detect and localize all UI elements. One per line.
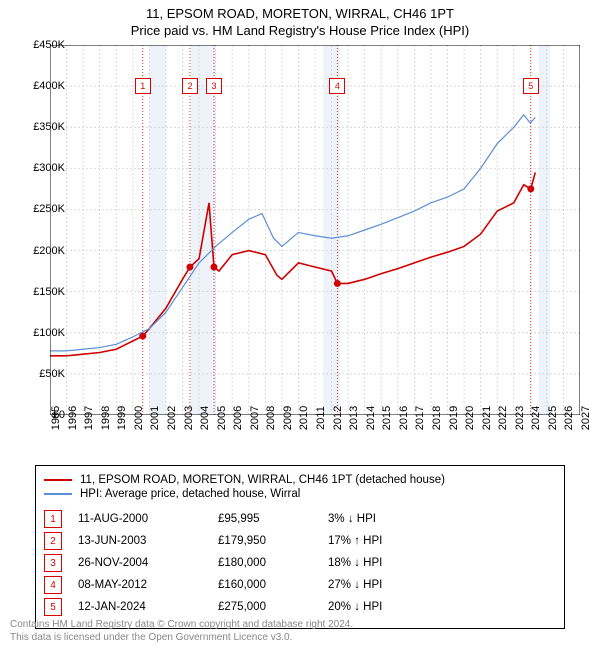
x-tick-label: 2005 <box>216 406 228 430</box>
x-tick-label: 2018 <box>431 406 443 430</box>
chart-title-line2: Price paid vs. HM Land Registry's House … <box>0 21 600 38</box>
x-tick-label: 2007 <box>249 406 261 430</box>
x-tick-label: 2020 <box>464 406 476 430</box>
y-tick-label: £200K <box>33 245 65 257</box>
y-tick-label: £100K <box>33 327 65 339</box>
x-tick-label: 2014 <box>365 406 377 430</box>
legend-label: 11, EPSOM ROAD, MORETON, WIRRAL, CH46 1P… <box>80 474 445 486</box>
marker-row: 2 13-JUN-2003£179,95017% ↑ HPI <box>44 532 556 550</box>
chart-container: 11, EPSOM ROAD, MORETON, WIRRAL, CH46 1P… <box>0 0 600 650</box>
marker-date: 12-JAN-2024 <box>78 601 218 613</box>
marker-price: £95,995 <box>218 513 328 525</box>
x-tick-label: 2002 <box>166 406 178 430</box>
marker-date: 13-JUN-2003 <box>78 535 218 547</box>
marker-pct: 18% ↓ HPI <box>328 557 458 569</box>
marker-row: 4 08-MAY-2012£160,00027% ↓ HPI <box>44 576 556 594</box>
x-tick-label: 2026 <box>563 406 575 430</box>
y-tick-label: £300K <box>33 162 65 174</box>
marker-pct: 3% ↓ HPI <box>328 513 458 525</box>
x-tick-label: 2023 <box>514 406 526 430</box>
y-tick-label: £450K <box>33 39 65 51</box>
x-tick-label: 2012 <box>332 406 344 430</box>
chart-title-line1: 11, EPSOM ROAD, MORETON, WIRRAL, CH46 1P… <box>0 0 600 21</box>
x-tick-label: 2001 <box>149 406 161 430</box>
x-tick-label: 1997 <box>83 406 95 430</box>
x-tick-label: 2019 <box>448 406 460 430</box>
y-tick-label: £50K <box>39 368 65 380</box>
y-tick-label: £350K <box>33 121 65 133</box>
marker-price: £180,000 <box>218 557 328 569</box>
x-tick-label: 2024 <box>530 406 542 430</box>
x-tick-label: 2025 <box>547 406 559 430</box>
marker-date: 26-NOV-2004 <box>78 557 218 569</box>
marker-price: £275,000 <box>218 601 328 613</box>
x-tick-label: 2008 <box>265 406 277 430</box>
x-tick-label: 2015 <box>381 406 393 430</box>
marker-pct: 27% ↓ HPI <box>328 579 458 591</box>
attribution-line2: This data is licensed under the Open Gov… <box>10 631 353 644</box>
legend-label: HPI: Average price, detached house, Wirr… <box>80 488 300 500</box>
x-tick-label: 2006 <box>232 406 244 430</box>
marker-number-box: 5 <box>44 598 62 616</box>
y-tick-label: £150K <box>33 286 65 298</box>
legend-swatch <box>44 493 72 495</box>
marker-pct: 17% ↑ HPI <box>328 535 458 547</box>
x-tick-label: 2027 <box>580 406 592 430</box>
x-tick-label: 2003 <box>183 406 195 430</box>
marker-number-box: 1 <box>44 510 62 528</box>
legend-item: HPI: Average price, detached house, Wirr… <box>44 488 556 500</box>
marker-row: 5 12-JAN-2024£275,00020% ↓ HPI <box>44 598 556 616</box>
x-tick-label: 2016 <box>398 406 410 430</box>
attribution-text: Contains HM Land Registry data © Crown c… <box>10 618 353 644</box>
attribution-line1: Contains HM Land Registry data © Crown c… <box>10 618 353 631</box>
x-tick-label: 1996 <box>67 406 79 430</box>
marker-number-box: 3 <box>44 554 62 572</box>
chart-marker-label: 1 <box>135 78 151 94</box>
chart-svg <box>50 45 580 415</box>
x-tick-label: 1999 <box>116 406 128 430</box>
marker-pct: 20% ↓ HPI <box>328 601 458 613</box>
x-tick-label: 2011 <box>315 406 327 430</box>
marker-row: 1 11-AUG-2000£95,9953% ↓ HPI <box>44 510 556 528</box>
x-tick-label: 2013 <box>348 406 360 430</box>
marker-price: £160,000 <box>218 579 328 591</box>
chart-marker-label: 2 <box>182 78 198 94</box>
chart-marker-label: 3 <box>206 78 222 94</box>
marker-number-box: 4 <box>44 576 62 594</box>
chart-plot-area <box>50 45 580 415</box>
markers-table: 111-AUG-2000£95,9953% ↓ HPI213-JUN-2003£… <box>44 510 556 616</box>
legend-swatch <box>44 479 72 481</box>
x-tick-label: 2000 <box>133 406 145 430</box>
x-tick-label: 2022 <box>497 406 509 430</box>
x-tick-label: 2009 <box>282 406 294 430</box>
chart-marker-label: 4 <box>329 78 345 94</box>
x-tick-label: 2017 <box>414 406 426 430</box>
marker-number-box: 2 <box>44 532 62 550</box>
marker-date: 11-AUG-2000 <box>78 513 218 525</box>
legend-box: 11, EPSOM ROAD, MORETON, WIRRAL, CH46 1P… <box>35 465 565 629</box>
x-tick-label: 2010 <box>298 406 310 430</box>
marker-price: £179,950 <box>218 535 328 547</box>
y-tick-label: £250K <box>33 203 65 215</box>
x-tick-label: 2004 <box>199 406 211 430</box>
x-tick-label: 2021 <box>481 406 493 430</box>
marker-date: 08-MAY-2012 <box>78 579 218 591</box>
legend-item: 11, EPSOM ROAD, MORETON, WIRRAL, CH46 1P… <box>44 474 556 486</box>
y-tick-label: £400K <box>33 80 65 92</box>
x-tick-label: 1995 <box>50 406 62 430</box>
marker-row: 3 26-NOV-2004£180,00018% ↓ HPI <box>44 554 556 572</box>
chart-marker-label: 5 <box>523 78 539 94</box>
x-tick-label: 1998 <box>100 406 112 430</box>
